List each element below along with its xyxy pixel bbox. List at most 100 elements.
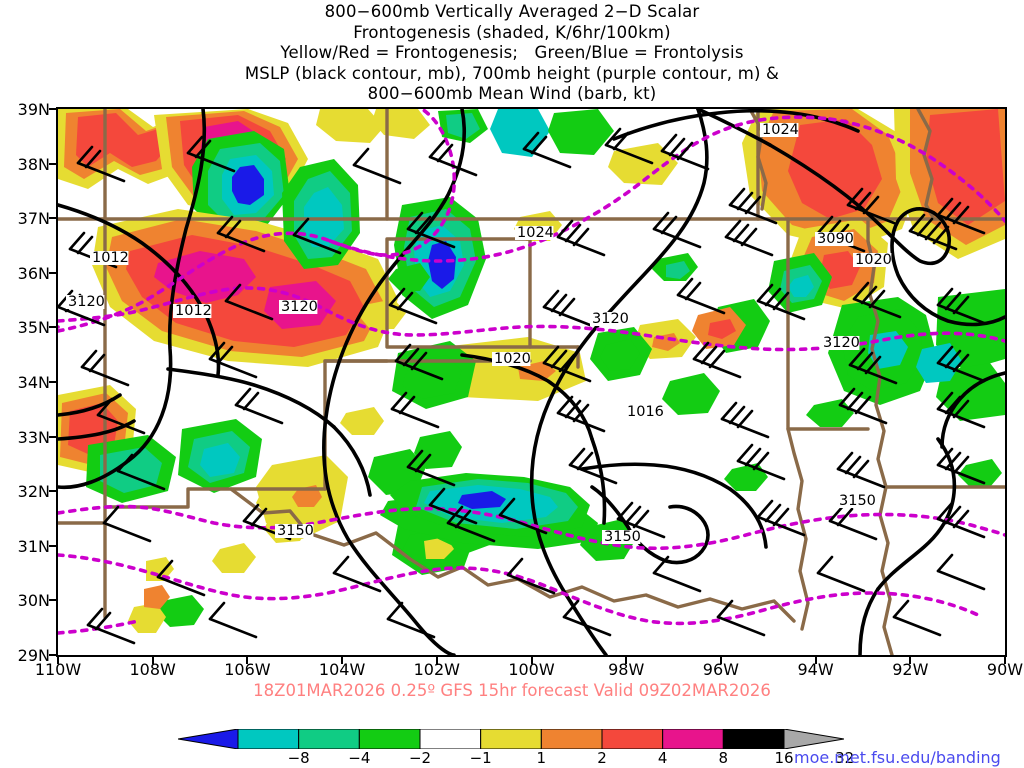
contour-label: 3120 — [281, 299, 318, 315]
contour-label: 1016 — [627, 404, 664, 420]
lat-tickmark — [49, 217, 57, 220]
lat-tickmark — [49, 381, 57, 383]
contour-label: 1020 — [494, 351, 531, 367]
colorbar-segment-1to2[interactable] — [480, 729, 542, 749]
lat-tickmark — [49, 326, 57, 329]
lat-tickmark — [49, 599, 57, 602]
title-line-2: Frontogenesis (shaded, K/6hr/100km) — [353, 22, 671, 42]
colorbar-segment-over[interactable] — [783, 729, 844, 749]
frontogenesis-shading — [58, 109, 1005, 633]
contour-label-halo — [625, 405, 664, 419]
lon-tick-102W: 102W — [413, 660, 460, 679]
lon-tickmark — [57, 656, 59, 664]
wind-barbs — [58, 127, 986, 645]
lon-tick-106W: 106W — [224, 660, 271, 679]
contour-label-halo — [279, 300, 318, 314]
title-line-5: 800−600mb Mean Wind (barb, kt) — [367, 84, 657, 103]
colorbar-swatches[interactable] — [178, 729, 844, 749]
map-panel[interactable]: 1012 1012 1024 1024 1020 1020 1016 3120 3120 312… — [56, 107, 1007, 657]
colorbar-segment--8to-4[interactable] — [237, 729, 300, 749]
lon-tickmark — [1004, 656, 1006, 664]
lat-tick-31N: 31N — [17, 536, 50, 556]
lat-tickmark — [49, 490, 57, 493]
lon-tickmark — [909, 656, 912, 664]
lat-tick-30N: 30N — [17, 591, 50, 611]
lat-tick-33N: 33N — [17, 427, 50, 447]
contour-label-halo — [492, 352, 531, 366]
colorbar-segment--2to-1[interactable] — [358, 729, 421, 749]
colorbar-tick-−8: −8 — [287, 749, 310, 767]
contour-label-halo — [515, 226, 554, 240]
contour-label: 3150 — [839, 493, 876, 509]
contour-label-halo — [173, 304, 212, 318]
colorbar-tick-−4: −4 — [348, 749, 371, 767]
colorbar-tick-1: 1 — [536, 749, 547, 767]
colorbar[interactable] — [178, 729, 844, 749]
contour-label: 3120 — [68, 294, 105, 310]
contour-label: 1012 — [92, 250, 129, 266]
contour-label-halo — [66, 295, 105, 309]
forecast-caption: 18Z01MAR2026 0.25º GFS 15hr forecast Val… — [253, 681, 771, 700]
colorbar-segment--4to-2[interactable] — [298, 729, 360, 749]
contour-label: 3090 — [817, 231, 854, 247]
title-line-4: MSLP (black contour, mb), 700mb height (… — [244, 63, 780, 83]
lat-tickmark — [49, 271, 57, 274]
lon-tick-108W: 108W — [129, 660, 176, 679]
colorbar-segment-under[interactable] — [178, 729, 239, 749]
lat-tick-37N: 37N — [17, 209, 50, 229]
contour-label: 1012 — [175, 303, 212, 319]
lat-tickmark — [49, 435, 57, 438]
lat-tick-36N: 36N — [17, 263, 50, 283]
colorbar-tick-32: 32 — [835, 749, 855, 767]
contour-label: 3120 — [592, 311, 629, 327]
height-contour-labels: 3120 3120 3120 3120 3090 3150 3150 3150 — [66, 231, 876, 545]
contour-label-halo — [90, 251, 129, 265]
contour-label-halo — [837, 494, 876, 508]
colorbar-segment-16to32[interactable] — [722, 729, 785, 749]
colorbar-segment-4to8[interactable] — [601, 729, 664, 749]
colorbar-segment-8to16[interactable] — [662, 729, 724, 749]
lat-tickmark — [49, 108, 57, 110]
contour-label-halo — [760, 123, 799, 137]
lon-tick-98W: 98W — [608, 660, 645, 679]
lat-tick-39N: 39N — [17, 100, 50, 119]
lat-tickmark — [49, 544, 57, 547]
colorbar-tick-4: 4 — [657, 749, 668, 767]
lon-tickmark — [341, 656, 344, 664]
contour-label-halo — [815, 232, 854, 246]
lat-tickmark — [49, 162, 57, 165]
lat-tick-38N: 38N — [17, 154, 50, 174]
lon-tickmark — [435, 656, 438, 664]
contour-label-halo — [275, 524, 314, 538]
title-line-1: 800−600mb Vertically Averaged 2−D Scalar — [324, 2, 700, 21]
lon-tick-92W: 92W — [892, 660, 929, 679]
lat-tick-29N: 29N — [17, 646, 50, 665]
lon-tickmark — [719, 656, 722, 664]
lon-tick-110W: 110W — [34, 660, 82, 679]
contour-label: 1024 — [517, 225, 554, 241]
source-watermark: moe.met.fsu.edu/banding — [794, 748, 1001, 767]
colorbar-tick-−1: −1 — [469, 749, 492, 767]
lon-tickmark — [625, 656, 628, 664]
lat-tick-34N: 34N — [17, 373, 50, 392]
colorbar-tick-16: 16 — [774, 749, 794, 767]
contour-label-halo — [602, 530, 641, 544]
lon-tick-96W: 96W — [702, 660, 739, 679]
contour-label: 3120 — [823, 335, 860, 351]
contour-label: 1024 — [762, 122, 799, 138]
contour-label-halo — [853, 253, 892, 267]
contour-label: 3150 — [277, 523, 314, 539]
lat-tick-35N: 35N — [17, 318, 50, 338]
colorbar-segment-2to4[interactable] — [540, 729, 603, 749]
colorbar-segment--1to1[interactable] — [419, 729, 482, 749]
contour-label: 3150 — [604, 529, 641, 545]
chart-title-block: 800−600mb Vertically Averaged 2−D Scalar… — [0, 2, 1024, 105]
lat-tickmark — [49, 654, 57, 656]
lon-tick-100W: 100W — [508, 660, 555, 679]
lon-tickmark — [151, 656, 154, 664]
lat-tick-32N: 32N — [17, 482, 50, 502]
colorbar-tick-−2: −2 — [408, 749, 432, 767]
lon-tickmark — [814, 656, 817, 664]
